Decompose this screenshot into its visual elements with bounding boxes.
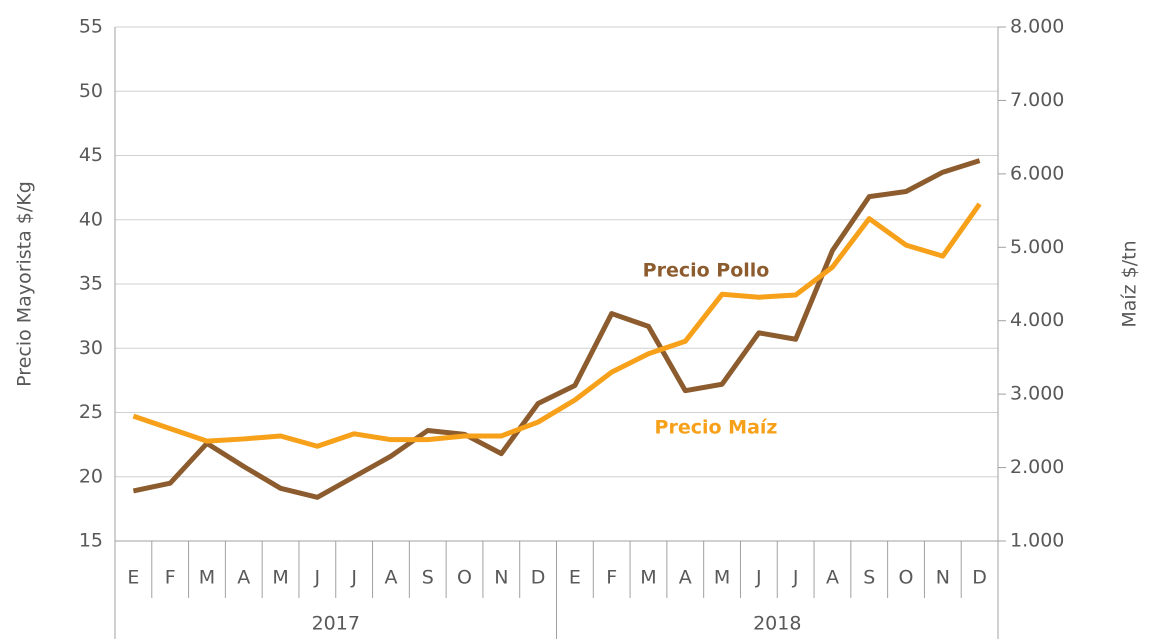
x-tick-label: J <box>792 567 799 589</box>
x-tick-label: A <box>237 567 250 589</box>
x-tick-label: J <box>755 567 762 589</box>
y-tick-label: 15 <box>79 530 103 552</box>
x-tick-label: N <box>494 567 508 589</box>
x-tick-label: D <box>531 567 546 589</box>
series-line <box>132 202 982 449</box>
y-tick-label: 50 <box>79 80 103 102</box>
y-tick-label: 25 <box>79 401 103 423</box>
x-tick-label: E <box>127 567 139 589</box>
x-tick-label: N <box>936 567 950 589</box>
x-tick-label: A <box>384 567 397 589</box>
x-tick-label: F <box>606 567 617 589</box>
year-label: 2017 <box>312 613 360 635</box>
y2-tick-label: 2.000 <box>1010 456 1064 478</box>
x-tick-label: J <box>350 567 357 589</box>
x-tick-label: O <box>457 567 472 589</box>
x-tick-label: S <box>422 567 434 589</box>
y-tick-label: 20 <box>79 465 103 487</box>
y-axis-label: Precio Mayorista $/Kg <box>14 181 36 387</box>
x-tick-label: A <box>679 567 692 589</box>
x-tick-label: E <box>569 567 581 589</box>
x-tick-label: O <box>899 567 914 589</box>
y2-tick-label: 5.000 <box>1010 236 1064 258</box>
y2-axis-label: Maíz $/tn <box>1119 240 1141 327</box>
x-tick-label: J <box>314 567 321 589</box>
y-tick-label: 40 <box>79 208 103 230</box>
series-line <box>132 158 981 500</box>
series-annotation: Precio Maíz <box>655 417 778 439</box>
y2-tick-label: 4.000 <box>1010 309 1064 331</box>
y-tick-label: 35 <box>79 273 103 295</box>
y-tick-label: 45 <box>79 144 103 166</box>
y-tick-label: 30 <box>79 337 103 359</box>
y2-tick-label: 8.000 <box>1010 16 1064 38</box>
y2-tick-label: 6.000 <box>1010 162 1064 184</box>
x-tick-label: F <box>165 567 176 589</box>
x-tick-label: M <box>714 567 730 589</box>
series-annotation: Precio Pollo <box>643 260 770 282</box>
year-label: 2018 <box>753 613 801 635</box>
x-tick-label: D <box>972 567 987 589</box>
x-tick-label: M <box>199 567 215 589</box>
x-tick-label: M <box>272 567 288 589</box>
x-tick-label: S <box>863 567 875 589</box>
y-tick-label: 55 <box>79 16 103 38</box>
x-tick-label: M <box>640 567 656 589</box>
y2-tick-label: 7.000 <box>1010 89 1064 111</box>
y2-tick-label: 3.000 <box>1010 383 1064 405</box>
x-tick-label: A <box>826 567 839 589</box>
y2-tick-label: 1.000 <box>1010 530 1064 552</box>
